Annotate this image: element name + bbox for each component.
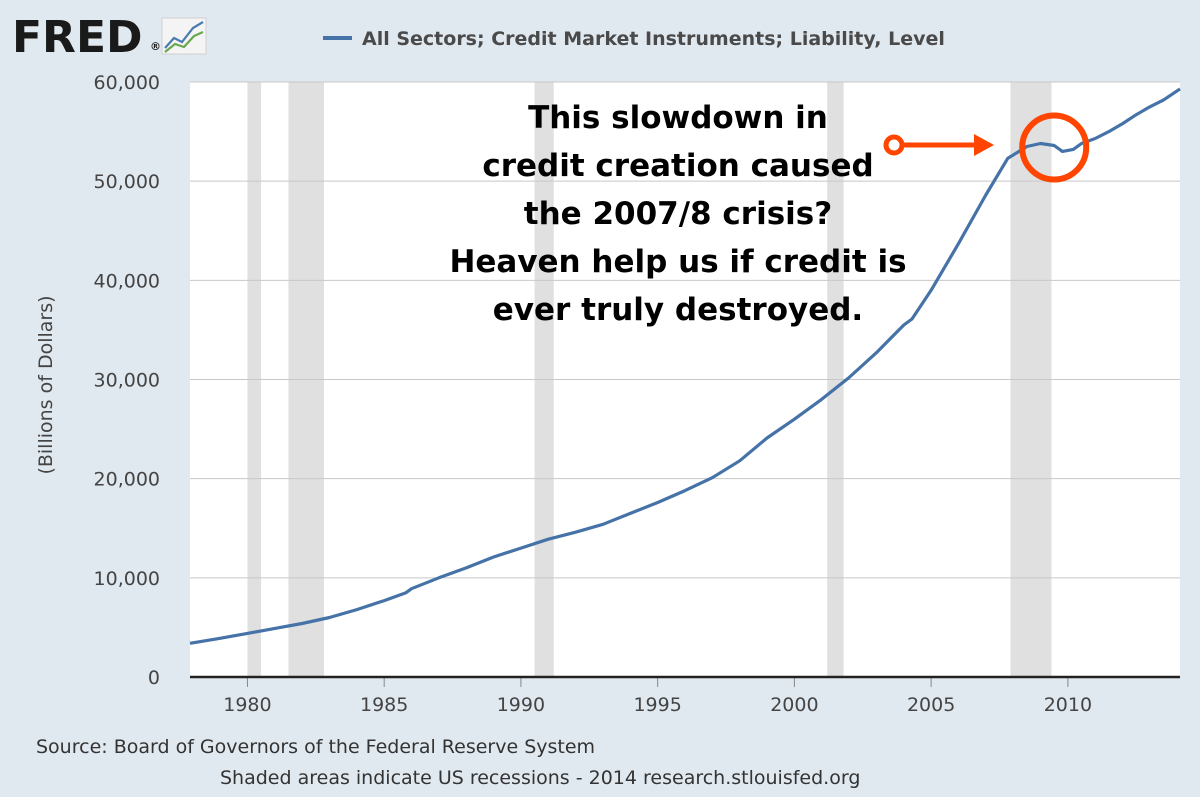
x-tick-label: 2010 xyxy=(1044,694,1092,716)
y-tick-label: 20,000 xyxy=(94,469,160,491)
arrow-head-icon xyxy=(974,134,994,156)
x-tick-label: 1990 xyxy=(497,694,545,716)
y-tick-label: 50,000 xyxy=(94,171,160,193)
y-tick-label: 60,000 xyxy=(94,72,160,94)
annotation-line-1: This slowdown in xyxy=(528,100,828,136)
gridlines xyxy=(190,81,1180,579)
x-tick-label: 1985 xyxy=(360,694,408,716)
x-tick-label: 1980 xyxy=(223,694,271,716)
series-line xyxy=(189,87,1181,645)
y-axis-label: (Billions of Dollars) xyxy=(35,295,57,474)
annotation-line-4: Heaven help us if credit is xyxy=(449,244,906,280)
registered-mark: ® xyxy=(150,40,161,53)
y-tick-label: 10,000 xyxy=(94,568,160,590)
source-text: Source: Board of Governors of the Federa… xyxy=(36,736,595,758)
y-tick-label: 30,000 xyxy=(94,370,160,392)
annotation-line-2: credit creation caused xyxy=(482,148,873,184)
series-group xyxy=(189,87,1181,645)
arrow-tail-circle xyxy=(883,134,905,156)
fred-logo: FRED ® xyxy=(12,12,207,63)
x-axis-ticks: 1980 1985 1990 1995 2000 2005 2010 xyxy=(223,677,1092,716)
logo-text: FRED xyxy=(12,12,143,63)
legend-label: All Sectors; Credit Market Instruments; … xyxy=(362,28,945,50)
annotation-line-5: ever truly destroyed. xyxy=(493,292,863,328)
x-tick-label: 2000 xyxy=(770,694,818,716)
trend-lines-icon xyxy=(161,17,207,55)
y-tick-label: 40,000 xyxy=(94,270,160,292)
y-axis-ticks: 0 10,000 20,000 30,000 40,000 50,000 60,000 xyxy=(94,72,160,689)
x-tick-label: 2005 xyxy=(907,694,955,716)
y-tick-label: 0 xyxy=(148,667,160,689)
annotation-line-3: the 2007/8 crisis? xyxy=(524,196,832,232)
highlight-circle xyxy=(1019,112,1090,183)
x-tick-label: 1995 xyxy=(633,694,681,716)
footer-note: Shaded areas indicate US recessions - 20… xyxy=(220,767,860,789)
annotation: This slowdown in credit creation caused … xyxy=(449,100,906,328)
highlight-arrow xyxy=(883,134,994,156)
legend: All Sectors; Credit Market Instruments; … xyxy=(323,28,945,50)
